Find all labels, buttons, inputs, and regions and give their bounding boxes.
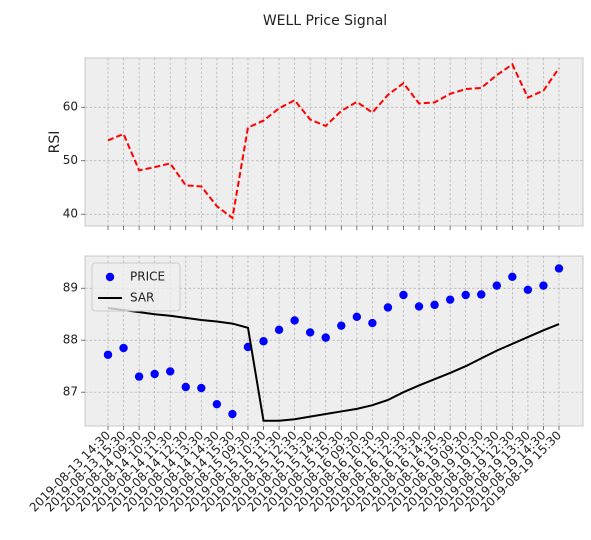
price-point	[508, 272, 517, 281]
price-point	[399, 290, 408, 300]
y-tick-label: 40	[63, 207, 78, 221]
price-point	[368, 318, 377, 328]
price-point	[181, 382, 190, 392]
price-point	[492, 281, 501, 290]
price-point	[539, 281, 548, 290]
chart-title: WELL Price Signal	[263, 13, 387, 29]
price-point	[103, 350, 113, 359]
price-point	[119, 343, 128, 353]
y-axis-label: RSI	[47, 131, 63, 154]
legend-marker	[105, 272, 115, 282]
price-point	[134, 372, 144, 381]
y-tick-label: 60	[63, 100, 78, 114]
y-tick-label: 88	[63, 333, 78, 347]
y-tick-label: 89	[63, 281, 78, 295]
price-point	[461, 290, 470, 300]
y-tick-label: 50	[63, 153, 78, 167]
price-point	[274, 325, 284, 335]
price-point	[321, 333, 330, 342]
price-point	[554, 264, 564, 273]
legend-label: PRICE	[130, 270, 165, 284]
price-point	[259, 337, 268, 346]
price-point	[290, 316, 299, 325]
rsi-line	[107, 62, 560, 220]
price-point	[445, 295, 455, 304]
price-point	[383, 303, 393, 312]
price-point	[477, 290, 486, 299]
sar-line	[107, 306, 560, 422]
price-point	[197, 383, 206, 393]
y-tick-label: 87	[63, 385, 78, 399]
plot-area	[84, 57, 584, 227]
price-point	[212, 399, 222, 409]
legend-label: SAR	[130, 291, 154, 305]
price-point	[337, 321, 346, 330]
price-point	[352, 312, 362, 322]
price-point	[430, 300, 439, 310]
price-point	[166, 367, 175, 376]
price-point	[228, 409, 237, 419]
price-point	[150, 369, 159, 379]
price-point	[414, 302, 424, 311]
price-point	[305, 328, 315, 337]
price-point	[523, 285, 533, 294]
